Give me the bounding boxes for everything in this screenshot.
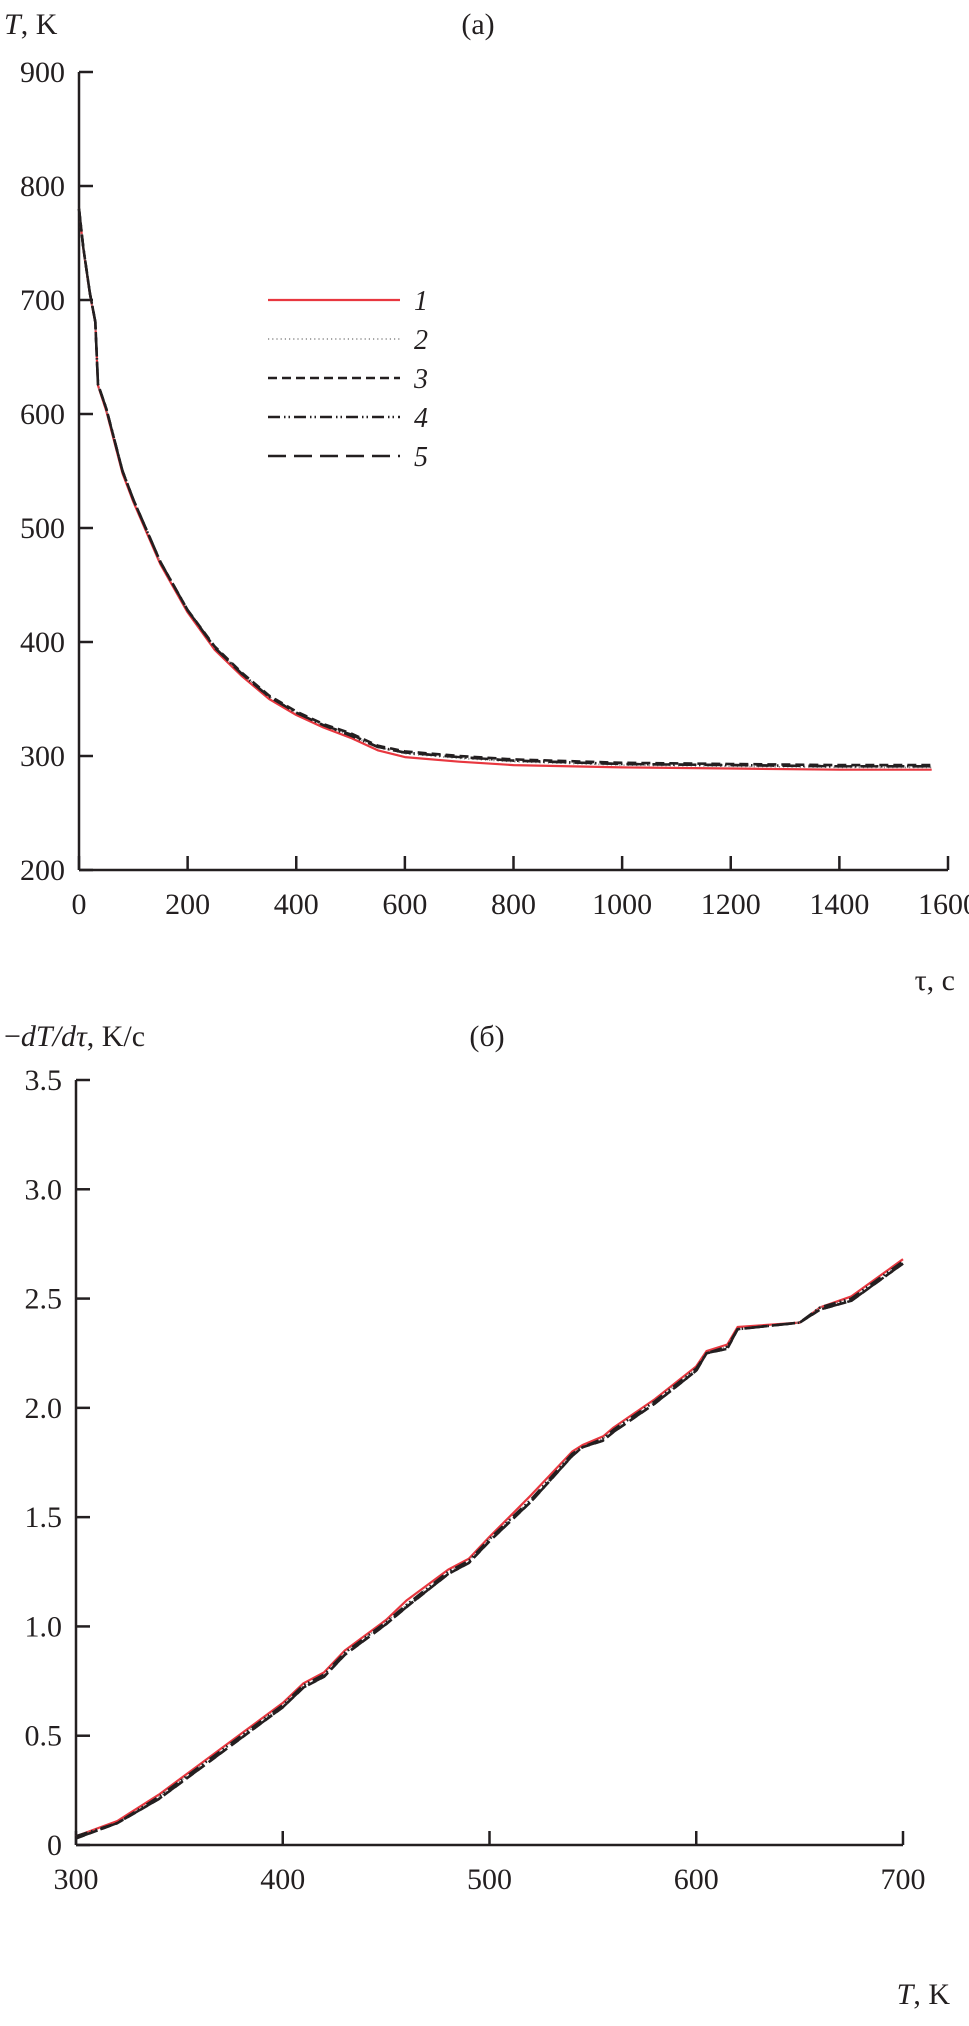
y-tick-label: 3.5 <box>25 1064 63 1097</box>
x-tick-label: 1200 <box>701 888 761 921</box>
panel-b-ylabel-prefix: − <box>4 1020 21 1053</box>
series-5-line <box>75 1262 904 1840</box>
panel-a-legend: 1 2 3 4 5 <box>268 286 428 473</box>
series-1-line <box>77 208 932 771</box>
series-2-line <box>78 208 932 769</box>
legend-item-4: 4 <box>268 403 428 434</box>
series-4-line <box>75 1260 904 1838</box>
panel-b-ylabel-unit: , K/c <box>87 1020 145 1053</box>
panel-a-ylabel: T, K <box>4 8 58 41</box>
x-tick-label: 1400 <box>809 888 869 921</box>
y-tick-label: 300 <box>20 740 65 773</box>
x-tick-label: 600 <box>382 888 427 921</box>
series-1-line <box>75 1258 904 1838</box>
panel-a-label: (a) <box>461 8 494 41</box>
y-tick-label: 0.5 <box>25 1720 63 1753</box>
series-3-line <box>75 1262 904 1840</box>
y-tick-label: 2.5 <box>25 1283 63 1316</box>
series-2-line <box>75 1260 904 1838</box>
y-tick-label: 1.5 <box>25 1501 63 1534</box>
y-tick-label: 1.0 <box>25 1610 63 1643</box>
panel-b-plot: 0 0.5 1.0 1.5 2.0 2.5 3.0 3.5 300 400 500 600 700 <box>25 1064 926 1896</box>
x-tick-label: 700 <box>881 1863 926 1896</box>
y-tick-label: 2.0 <box>25 1392 63 1425</box>
x-tick-label: 0 <box>72 888 87 921</box>
x-tick-label: 800 <box>491 888 536 921</box>
legend-label: 5 <box>414 442 428 473</box>
series-3-line <box>77 208 932 767</box>
series-4-line <box>77 208 932 768</box>
panel-b-ylabel: −dT/dτ, K/c <box>4 1020 145 1053</box>
x-tick-label: 400 <box>260 1863 305 1896</box>
x-tick-label: 400 <box>274 888 319 921</box>
panel-b-xlabel-var: T <box>897 1978 916 2011</box>
panel-b-label: (б) <box>469 1020 504 1053</box>
panel-a-xlabel: τ, c <box>915 964 955 997</box>
legend-item-5: 5 <box>268 442 428 473</box>
legend-label: 4 <box>414 403 428 434</box>
panel-b-xlabel-unit: , K <box>913 1978 950 2011</box>
series-5-line <box>77 208 932 768</box>
x-tick-label: 1600 <box>918 888 969 921</box>
panel-a-ylabel-var: T <box>4 8 23 41</box>
legend-item-2: 2 <box>268 325 428 356</box>
legend-item-3: 3 <box>268 364 428 395</box>
y-tick-label: 700 <box>20 284 65 317</box>
legend-label: 3 <box>413 364 428 395</box>
y-tick-label: 800 <box>20 170 65 203</box>
legend-label: 1 <box>414 286 428 317</box>
y-tick-label: 900 <box>20 56 65 89</box>
y-tick-label: 0 <box>47 1829 62 1862</box>
x-tick-label: 500 <box>467 1863 512 1896</box>
panel-b-ylabel-var: dT/dτ <box>21 1020 88 1053</box>
y-tick-label: 500 <box>20 512 65 545</box>
x-tick-label: 1000 <box>592 888 652 921</box>
legend-item-1: 1 <box>268 286 428 317</box>
x-tick-label: 200 <box>165 888 210 921</box>
y-tick-label: 3.0 <box>25 1173 63 1206</box>
panel-a-ylabel-unit: , K <box>21 8 58 41</box>
y-tick-label: 400 <box>20 626 65 659</box>
y-tick-label: 600 <box>20 398 65 431</box>
y-tick-label: 200 <box>20 854 65 887</box>
x-tick-label: 600 <box>674 1863 719 1896</box>
legend-label: 2 <box>414 325 428 356</box>
x-tick-label: 300 <box>54 1863 99 1896</box>
panel-b-xlabel: T, K <box>897 1978 951 2011</box>
